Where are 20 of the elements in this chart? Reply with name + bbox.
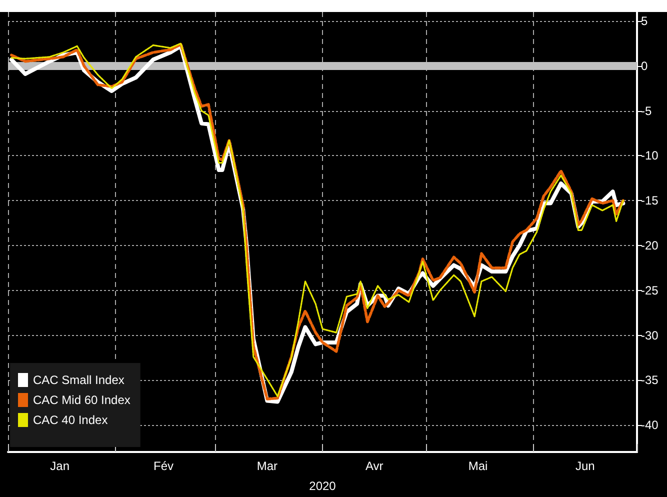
y-tick-label: -20 bbox=[641, 238, 659, 252]
x-tick-label: Avr bbox=[365, 459, 384, 473]
legend-label: CAC Mid 60 Index bbox=[33, 393, 130, 407]
y-tick-label: 5 bbox=[641, 14, 648, 28]
y-tick-label: -15 bbox=[641, 194, 659, 208]
y-tick-label: -30 bbox=[641, 328, 659, 342]
x-tick-label: Mai bbox=[468, 459, 488, 473]
y-tick-label: 0 bbox=[641, 58, 648, 73]
x-tick-label: Jun bbox=[575, 459, 595, 473]
legend-label: CAC 40 Index bbox=[33, 413, 108, 427]
x-tick-label: Fév bbox=[154, 459, 174, 473]
y-tick-label: -10 bbox=[641, 148, 659, 163]
y-tick-label: -40 bbox=[641, 418, 659, 432]
x-tick-label: Mar bbox=[256, 459, 278, 473]
x-tick-label: Jan bbox=[50, 459, 70, 473]
x-axis-title: 2020 bbox=[309, 479, 336, 493]
legend-label: CAC Small Index bbox=[33, 373, 124, 387]
y-tick-label: -5 bbox=[641, 104, 652, 118]
y-tick-label: -35 bbox=[641, 373, 659, 388]
y-tick-label: -25 bbox=[641, 283, 659, 298]
